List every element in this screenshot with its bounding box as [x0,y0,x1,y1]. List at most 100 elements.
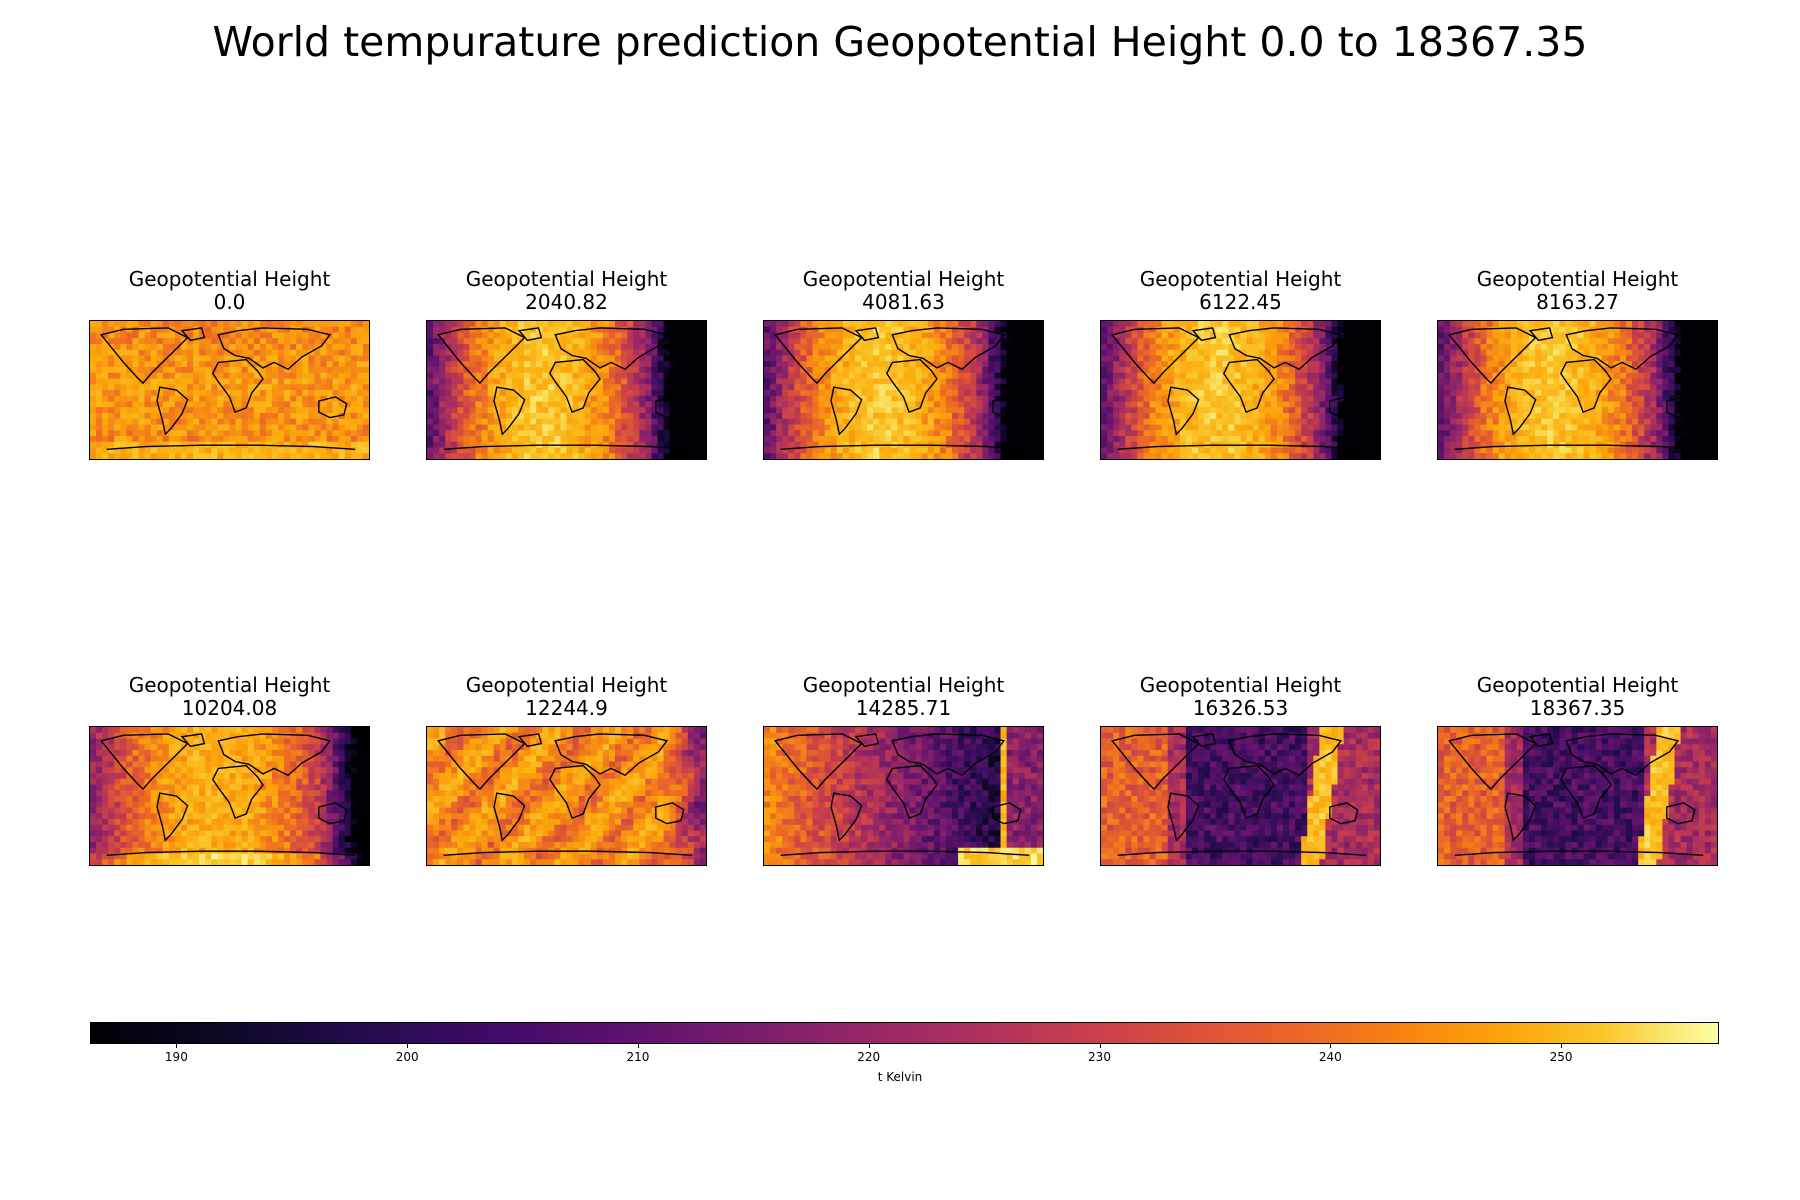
heatmap-cell [645,418,653,426]
heatmap-cell [566,384,574,391]
heatmap-cell [427,338,434,345]
heatmap-cell [873,355,880,362]
heatmap-cell [156,441,164,449]
heatmap-cell [180,424,188,431]
heatmap-cell [217,390,225,397]
heatmap-cell [1289,378,1296,385]
heatmap-cell [584,321,592,328]
heatmap-cell [1101,338,1108,345]
heatmap-cell [445,367,452,374]
heatmap-cell [1295,361,1302,368]
heatmap-cell [114,418,121,426]
heatmap-cell [1626,332,1633,339]
heatmap-cell [90,372,97,380]
heatmap-cell [1504,321,1512,328]
heatmap-cell [1361,372,1369,380]
heatmap-cell [320,344,328,351]
heatmap-cell [1107,361,1114,368]
heatmap-cell [848,378,856,385]
heatmap-cell [1270,436,1278,443]
heatmap-cell [1492,355,1500,362]
heatmap-cell [1301,372,1308,380]
heatmap-cell [241,384,249,391]
heatmap-cell [608,413,616,420]
heatmap-cell [96,390,103,397]
heatmap-cell [168,372,176,380]
heatmap-cell [499,424,507,431]
heatmap-cell [1282,407,1290,414]
heatmap-cell [836,321,844,328]
heatmap-cell [1143,338,1151,345]
heatmap-cell [927,344,935,351]
heatmap-cell [90,338,97,345]
heatmap-cell [517,424,525,431]
heatmap-cell [1468,372,1475,380]
heatmap-cell [1541,372,1548,380]
heatmap-cell [1462,372,1469,380]
heatmap-cell [861,332,868,339]
heatmap-cell [108,395,115,403]
heatmap-cell [548,447,555,454]
heatmap-cell [168,430,176,437]
heatmap-cell [1270,372,1278,380]
heatmap-cell [1337,349,1345,357]
heatmap-cell [457,418,464,426]
heatmap-cell [776,344,783,351]
heatmap-cell [1361,321,1369,328]
heatmap-cell [663,361,671,368]
heatmap-cell [284,407,291,414]
heatmap-cell [915,367,923,374]
heatmap-cell [669,344,677,351]
heatmap-cell [909,436,917,443]
heatmap-cell [296,361,303,368]
heatmap-cell [1510,338,1518,345]
heatmap-cell [1228,424,1236,431]
heatmap-cell [909,418,917,426]
heatmap-cell [102,361,109,368]
heatmap-cell [114,338,121,345]
heatmap-cell [1006,338,1014,345]
heatmap-cell [180,384,188,391]
heatmap-cell [439,384,446,391]
heatmap-cell [499,349,507,357]
heatmap-cell [1222,349,1229,357]
heatmap-cell [356,407,364,414]
heatmap-cell [1024,378,1032,385]
heatmap-cell [1161,447,1169,454]
heatmap-cell [770,436,777,443]
heatmap-cell [964,436,971,443]
heatmap-cell [1644,338,1651,345]
heatmap-cell [90,349,97,357]
heatmap-cell [854,453,862,459]
heatmap-cell [96,413,103,420]
heatmap-cell [1535,361,1542,368]
heatmap-cell [1173,447,1181,454]
heatmap-cell [308,453,316,459]
heatmap-cell [602,418,610,426]
heatmap-cell [278,361,285,368]
heatmap-cell [451,384,458,391]
heatmap-cell [427,367,434,374]
heatmap-cell [782,430,789,437]
heatmap-cell [873,395,880,403]
heatmap-cell [788,395,795,403]
heatmap-cell [530,344,537,351]
coastline [830,386,863,436]
heatmap-cell [1644,361,1651,368]
heatmap-cell [988,407,996,414]
heatmap-cell [1191,384,1199,391]
heatmap-cell [1553,361,1560,368]
heatmap-cell [1349,384,1357,391]
heatmap-cell [824,361,832,368]
heatmap-cell [675,344,683,351]
heatmap-cell [812,390,820,397]
heatmap-cell [1125,338,1132,345]
heatmap-cell [818,447,826,454]
heatmap-cell [1113,441,1120,449]
heatmap-cell [1012,338,1020,345]
heatmap-cell [836,378,844,385]
heatmap-cell [1607,378,1615,385]
heatmap-cell [1313,453,1320,459]
heatmap-cell [657,395,665,403]
heatmap-cell [326,407,334,414]
